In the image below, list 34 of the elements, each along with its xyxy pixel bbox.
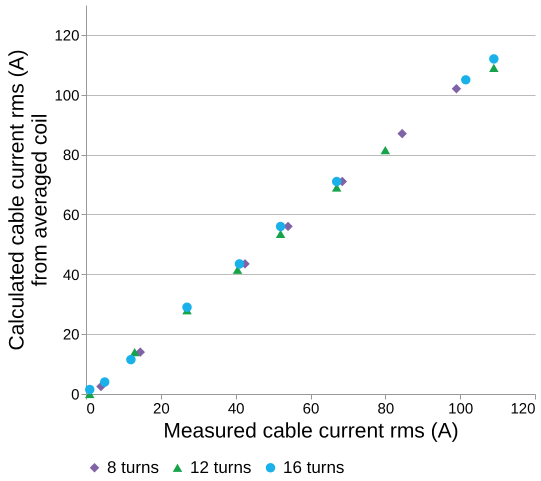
legend-label: 12 turns — [190, 458, 252, 477]
x-tick-label: 20 — [152, 400, 170, 418]
x-tick-label: 80 — [377, 400, 394, 418]
x-tick-label: 100 — [448, 400, 474, 418]
point — [126, 354, 136, 364]
y-tick-label: 100 — [54, 87, 80, 104]
x-tick-label: 60 — [302, 400, 320, 418]
point — [332, 176, 342, 186]
point — [380, 146, 390, 154]
y-axis-title: Calculated cable current rms (A) from averaged coil — [5, 49, 52, 351]
point — [100, 377, 110, 387]
point — [182, 302, 192, 312]
point — [136, 347, 145, 357]
point — [452, 84, 462, 94]
point — [397, 128, 407, 138]
point — [85, 384, 94, 394]
legend-label: 16 turns — [283, 458, 344, 477]
point — [489, 54, 499, 64]
point — [276, 230, 286, 238]
x-tick-label: 120 — [510, 400, 536, 418]
y-tick-label: 60 — [62, 206, 80, 224]
y-tick-label: 80 — [62, 147, 80, 164]
point — [276, 222, 286, 232]
y-tick-label: 20 — [62, 326, 80, 344]
x-tick-label: 0 — [86, 400, 95, 418]
point — [461, 75, 471, 85]
y-tick-label: 40 — [62, 266, 80, 284]
y-tick-label: 0 — [71, 386, 80, 404]
point — [489, 64, 499, 72]
x-tick-label: 40 — [228, 400, 245, 418]
y-tick-label: 120 — [54, 27, 80, 44]
x-axis-title: Measured cable current rms (A) — [163, 420, 459, 442]
legend-label: 8 turns — [107, 458, 159, 477]
point — [234, 259, 244, 269]
